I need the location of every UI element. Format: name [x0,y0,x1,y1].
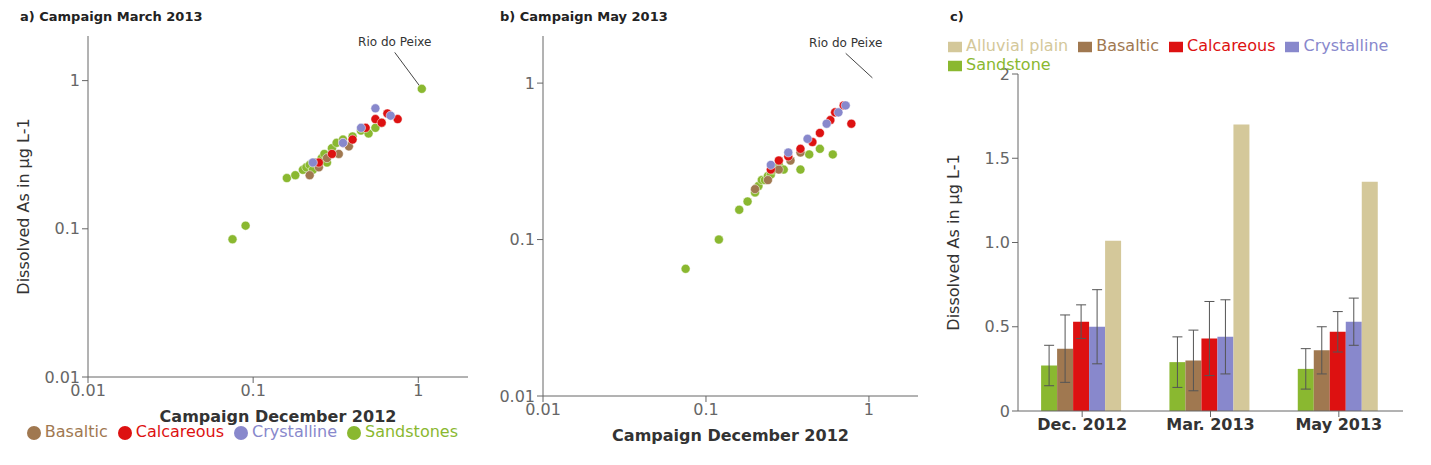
svg-text:Dissolved As in µg L-1: Dissolved As in µg L-1 [14,118,33,294]
svg-text:2: 2 [1000,65,1010,84]
svg-text:1: 1 [525,74,535,93]
svg-text:Rio do Peixe: Rio do Peixe [358,35,431,49]
svg-text:May 2013: May 2013 [1295,415,1382,434]
svg-text:Dec. 2012: Dec. 2012 [1037,415,1127,434]
svg-text:1.5: 1.5 [985,149,1010,168]
svg-text:0.01: 0.01 [44,368,80,387]
svg-text:0.1: 0.1 [693,400,718,419]
svg-text:0.01: 0.01 [499,387,535,406]
svg-text:1: 1 [70,71,80,90]
svg-text:Dissolved As in µg L-1: Dissolved As in µg L-1 [944,154,963,330]
svg-text:Campaign December 2012: Campaign December 2012 [612,426,849,445]
svg-text:0.1: 0.1 [510,230,535,249]
svg-text:1.0: 1.0 [985,233,1010,252]
svg-text:0.1: 0.1 [55,219,80,238]
svg-text:0: 0 [1000,402,1010,421]
svg-text:Rio do Peixe: Rio do Peixe [809,36,882,50]
svg-text:0.5: 0.5 [985,317,1010,336]
svg-text:Campaign December 2012: Campaign December 2012 [160,407,397,426]
svg-text:1: 1 [413,381,423,400]
svg-text:1: 1 [864,400,874,419]
svg-text:Mar. 2013: Mar. 2013 [1166,415,1255,434]
svg-text:0.1: 0.1 [240,381,265,400]
